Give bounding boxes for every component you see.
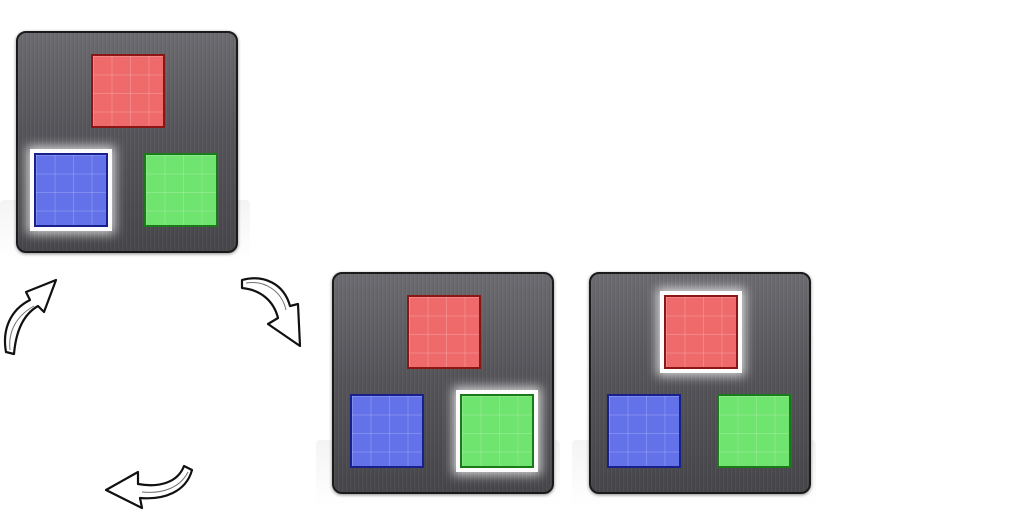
panel-green-selected [332,272,554,494]
panel-red-selected [589,272,811,494]
red-tile [91,54,165,128]
curved-arrow-icon [240,277,302,348]
blue-tile [350,394,424,468]
blue-tile [607,394,681,468]
green-tile [460,394,534,468]
curved-arrow-icon [104,464,194,510]
curved-arrow-icon [4,278,58,356]
red-tile [407,295,481,369]
green-tile [144,153,218,227]
panel-blue-selected [16,31,238,253]
red-tile [664,295,738,369]
blue-tile [34,153,108,227]
green-tile [717,394,791,468]
